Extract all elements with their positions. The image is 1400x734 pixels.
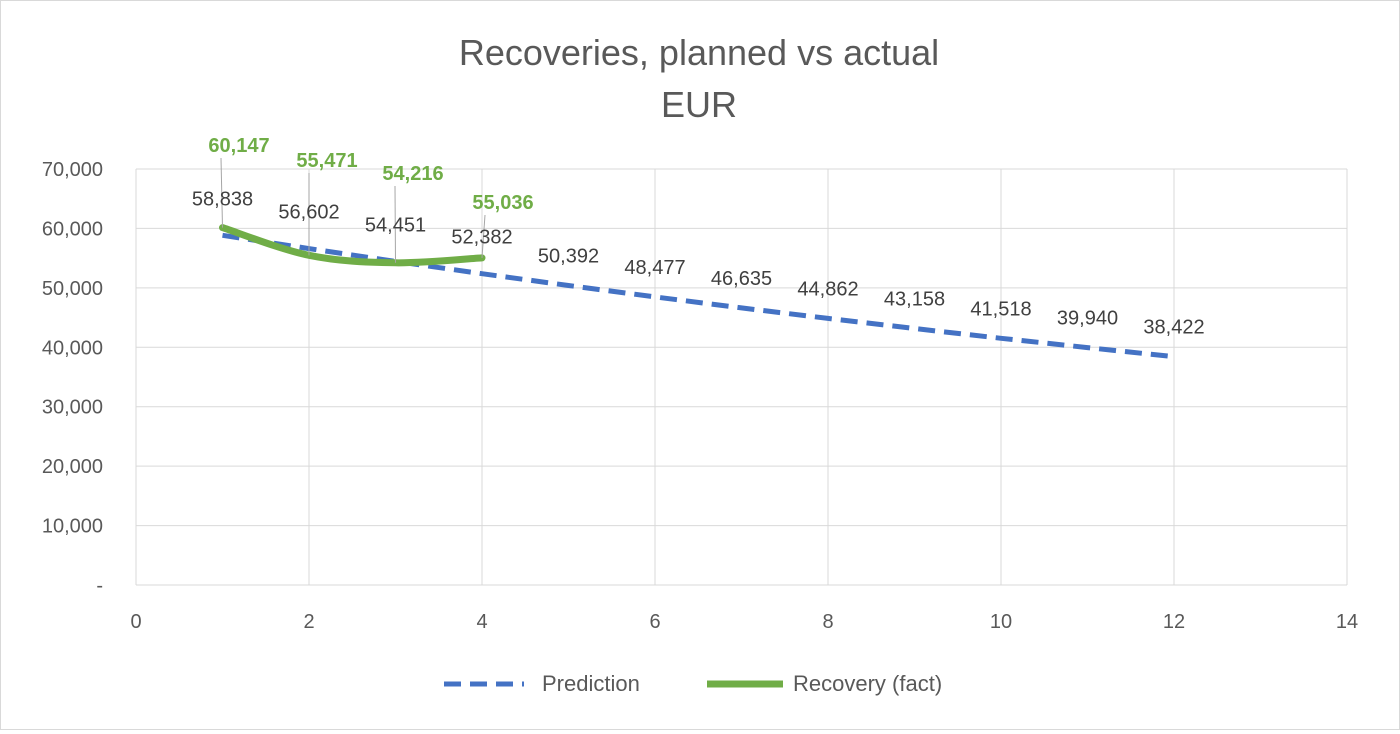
prediction-data-label: 56,602 [278,202,339,224]
x-tick-label: 12 [1163,611,1185,633]
y-tick-label: 60,000 [42,218,103,240]
prediction-data-label: 43,158 [884,289,945,311]
y-tick-label: 70,000 [42,159,103,181]
x-tick-label: 2 [303,611,314,633]
legend-prediction-label: Prediction [542,671,640,696]
prediction-data-label: 52,382 [451,227,512,249]
y-tick-label: 30,000 [42,397,103,419]
y-tick-label: 10,000 [42,516,103,538]
prediction-data-label: 39,940 [1057,308,1118,330]
recovery-label-leader [220,157,223,228]
series-lines [219,224,1175,360]
y-tick-label: 20,000 [42,456,103,478]
recovery-data-label: 60,147 [208,135,269,157]
prediction-line [222,232,1175,360]
prediction-data-label: 54,451 [365,214,426,236]
recovery-label-leader [481,214,486,258]
x-tick-label: 0 [130,611,141,633]
x-tick-label: 10 [990,611,1012,633]
x-tick-label: 8 [822,611,833,633]
prediction-data-label: 50,392 [538,246,599,268]
prediction-data-label: 46,635 [711,268,772,290]
recovery-label-leader [394,185,396,263]
recovery-fact-line [219,224,486,267]
axis-labels: - 10,000 20,000 30,000 40,000 50,000 60,000 70,… [42,159,1358,633]
chart-title: Recoveries, planned vs actual [459,32,939,73]
recovery-data-label: 55,471 [296,150,357,172]
y-tick-label: 50,000 [42,278,103,300]
chart-subtitle: EUR [661,84,737,125]
x-tick-label: 6 [649,611,660,633]
x-tick-label: 14 [1336,611,1358,633]
recovery-data-label: 55,036 [472,192,533,214]
x-tick-label: 4 [476,611,487,633]
grid-lines [135,168,1348,586]
y-tick-label: - [96,575,103,597]
y-tick-label: 40,000 [42,337,103,359]
prediction-data-label: 48,477 [624,257,685,279]
prediction-data-label: 41,518 [970,298,1031,320]
recovery-data-label: 54,216 [382,163,443,185]
prediction-data-label: 44,862 [797,278,858,300]
legend-recovery-label: Recovery (fact) [793,671,942,696]
prediction-data-label: 38,422 [1143,317,1204,339]
prediction-data-label: 58,838 [192,188,253,210]
data-labels: 58,838 56,602 54,451 52,382 50,392 48,477 46,6… [192,135,1205,339]
legend: Prediction Recovery (fact) [444,671,942,696]
label-leader-lines [220,157,486,263]
